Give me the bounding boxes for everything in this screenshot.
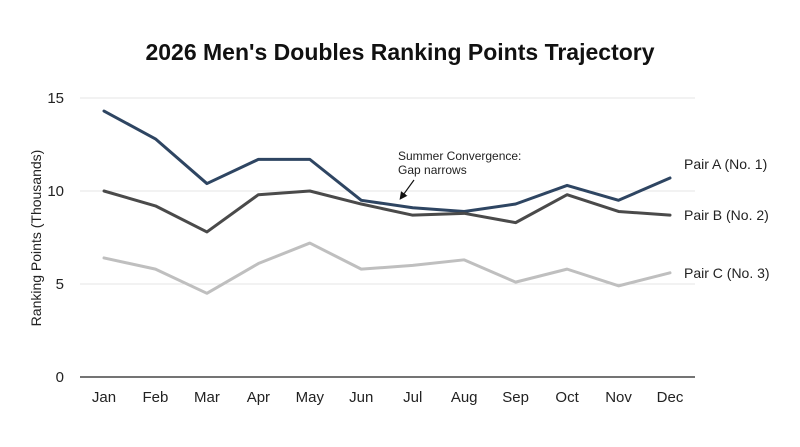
chart-title: 2026 Men's Doubles Ranking Points Trajec… bbox=[145, 39, 654, 65]
x-tick-label: Sep bbox=[502, 389, 529, 406]
series-label: Pair B (No. 2) bbox=[684, 207, 769, 223]
x-tick-label: May bbox=[296, 389, 325, 406]
y-tick-label: 10 bbox=[47, 183, 64, 200]
x-tick-label: Mar bbox=[194, 389, 220, 406]
annotation: Summer Convergence:Gap narrows bbox=[398, 149, 521, 200]
x-tick-label: Aug bbox=[451, 389, 478, 406]
x-tick-label: Oct bbox=[555, 389, 579, 406]
gridlines bbox=[80, 97, 695, 285]
series-label: Pair C (No. 3) bbox=[684, 265, 770, 281]
x-tick-label: Nov bbox=[605, 389, 632, 406]
x-tick-label: Jul bbox=[403, 389, 422, 406]
x-tick-label: Jun bbox=[349, 389, 373, 406]
series-line bbox=[102, 189, 672, 234]
series-line bbox=[102, 109, 672, 213]
y-tick-labels: 0 5 10 15 bbox=[47, 90, 64, 386]
x-tick-label: Dec bbox=[657, 389, 684, 406]
series-lines bbox=[102, 109, 672, 295]
x-tick-label: Jan bbox=[92, 389, 116, 406]
x-tick-label: Feb bbox=[143, 389, 169, 406]
y-tick-label: 15 bbox=[47, 90, 64, 107]
series-labels: Pair A (No. 1) Pair B (No. 2) Pair C (No. … bbox=[684, 156, 770, 281]
annotation-text: Summer Convergence: bbox=[398, 149, 521, 163]
annotation-text: Gap narrows bbox=[398, 163, 467, 177]
series-label: Pair A (No. 1) bbox=[684, 156, 767, 172]
x-tick-label: Apr bbox=[247, 389, 270, 406]
y-axis-label: Ranking Points (Thousands) bbox=[28, 150, 44, 327]
annotation-arrow bbox=[399, 179, 415, 200]
y-tick-label: 5 bbox=[56, 276, 64, 293]
x-tick-labels: Jan Feb Mar Apr May Jun Jul Aug Sep Oct Nov Dec bbox=[92, 389, 684, 406]
series-line bbox=[102, 241, 672, 295]
y-tick-label: 0 bbox=[56, 369, 64, 386]
